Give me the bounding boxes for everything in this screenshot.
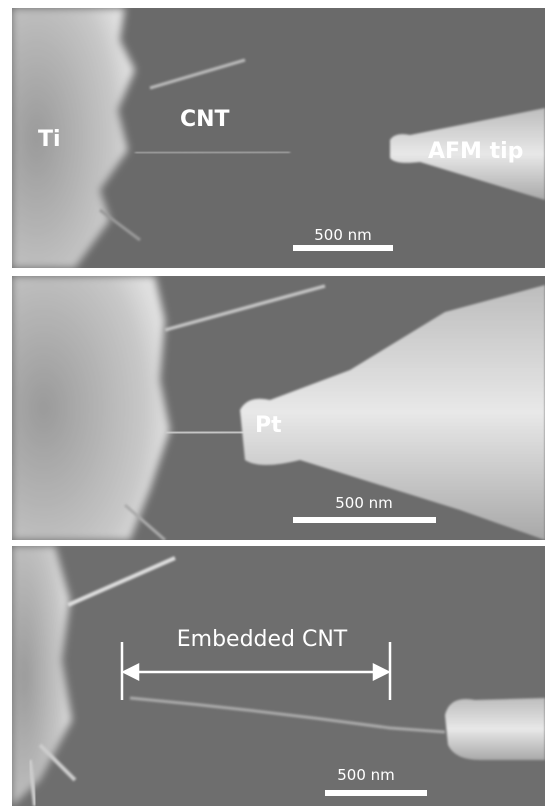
panel-1: Ti CNT AFM tip 500 nm — [12, 8, 545, 268]
panel-2: Pt 500 nm — [12, 276, 545, 540]
figure: Ti CNT AFM tip 500 nm Pt 500 nm Embedded… — [0, 0, 545, 806]
panel-3: Embedded CNT 500 nm — [12, 546, 545, 806]
scale-label: 500 nm — [337, 766, 395, 784]
scale-label: 500 nm — [335, 494, 393, 512]
label: Embedded CNT — [177, 627, 348, 652]
scale-bar — [293, 517, 436, 523]
scale-bar — [325, 790, 427, 796]
label: Pt — [255, 413, 282, 438]
scale-bar — [293, 245, 393, 251]
scale-label: 500 nm — [314, 226, 372, 244]
label: AFM tip — [428, 139, 523, 164]
label: CNT — [180, 107, 230, 132]
label: Ti — [38, 127, 61, 152]
